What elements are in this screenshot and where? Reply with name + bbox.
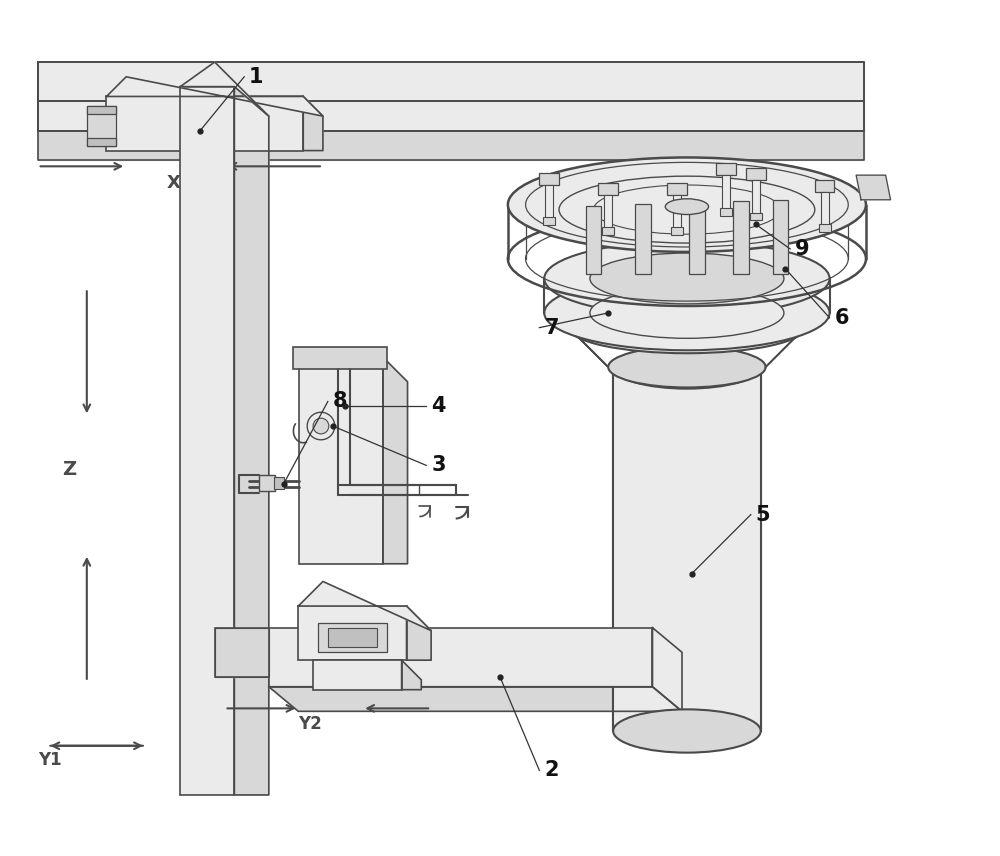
Polygon shape: [234, 86, 269, 795]
Bar: [545, 185, 553, 219]
Polygon shape: [180, 62, 269, 116]
Polygon shape: [856, 175, 891, 199]
Polygon shape: [383, 357, 408, 564]
Bar: [598, 183, 618, 195]
Ellipse shape: [590, 253, 784, 304]
Polygon shape: [766, 328, 805, 367]
Ellipse shape: [613, 345, 761, 389]
Text: X: X: [166, 174, 180, 192]
Ellipse shape: [569, 302, 805, 354]
Ellipse shape: [508, 158, 866, 252]
Bar: [87, 106, 116, 146]
Bar: [720, 208, 732, 216]
Ellipse shape: [665, 199, 709, 215]
Text: Z: Z: [62, 461, 76, 479]
Bar: [215, 627, 269, 677]
Bar: [274, 477, 284, 489]
Bar: [539, 173, 559, 185]
Bar: [716, 163, 736, 175]
Bar: [635, 204, 651, 274]
Bar: [543, 217, 555, 225]
Text: 7: 7: [544, 318, 559, 337]
Bar: [746, 169, 766, 180]
Bar: [819, 224, 831, 232]
Bar: [299, 357, 383, 564]
Ellipse shape: [526, 163, 848, 247]
Bar: [87, 106, 116, 114]
Bar: [773, 199, 788, 274]
Bar: [328, 627, 377, 647]
Text: 9: 9: [795, 239, 810, 259]
Bar: [673, 195, 681, 229]
Bar: [298, 606, 407, 660]
Text: 5: 5: [756, 504, 770, 525]
Text: 2: 2: [544, 760, 559, 781]
Bar: [604, 195, 612, 229]
Bar: [180, 86, 234, 795]
Bar: [815, 180, 834, 192]
Text: 3: 3: [431, 455, 446, 475]
Polygon shape: [407, 606, 431, 660]
Ellipse shape: [307, 413, 335, 440]
Text: Y2: Y2: [298, 715, 322, 733]
Bar: [38, 62, 864, 131]
Text: 1: 1: [249, 67, 264, 86]
Bar: [87, 138, 116, 146]
Ellipse shape: [544, 241, 830, 316]
Bar: [602, 228, 614, 235]
Bar: [313, 660, 402, 690]
Bar: [821, 192, 829, 226]
Polygon shape: [38, 101, 864, 131]
Ellipse shape: [313, 419, 329, 434]
Bar: [106, 97, 303, 151]
Bar: [750, 212, 762, 221]
Polygon shape: [303, 97, 323, 151]
Bar: [259, 475, 275, 491]
Text: 8: 8: [333, 391, 347, 412]
Polygon shape: [269, 687, 682, 711]
Polygon shape: [652, 627, 682, 711]
Bar: [586, 205, 601, 274]
Polygon shape: [106, 77, 323, 116]
Polygon shape: [38, 131, 864, 160]
Bar: [318, 623, 387, 652]
Polygon shape: [38, 62, 864, 101]
Ellipse shape: [613, 710, 761, 752]
Bar: [667, 183, 687, 195]
Ellipse shape: [544, 276, 830, 350]
Polygon shape: [215, 627, 269, 677]
Ellipse shape: [590, 288, 784, 338]
Bar: [269, 627, 652, 687]
Text: Y1: Y1: [38, 752, 61, 770]
Bar: [689, 203, 705, 274]
Text: 6: 6: [834, 308, 849, 328]
Polygon shape: [569, 328, 608, 367]
Polygon shape: [402, 660, 421, 690]
Bar: [293, 348, 387, 369]
Bar: [613, 367, 761, 731]
Bar: [671, 228, 683, 235]
Text: 4: 4: [431, 396, 446, 416]
Ellipse shape: [608, 347, 766, 388]
Bar: [722, 175, 730, 210]
Polygon shape: [298, 581, 431, 631]
Bar: [733, 201, 749, 274]
Bar: [752, 180, 760, 215]
